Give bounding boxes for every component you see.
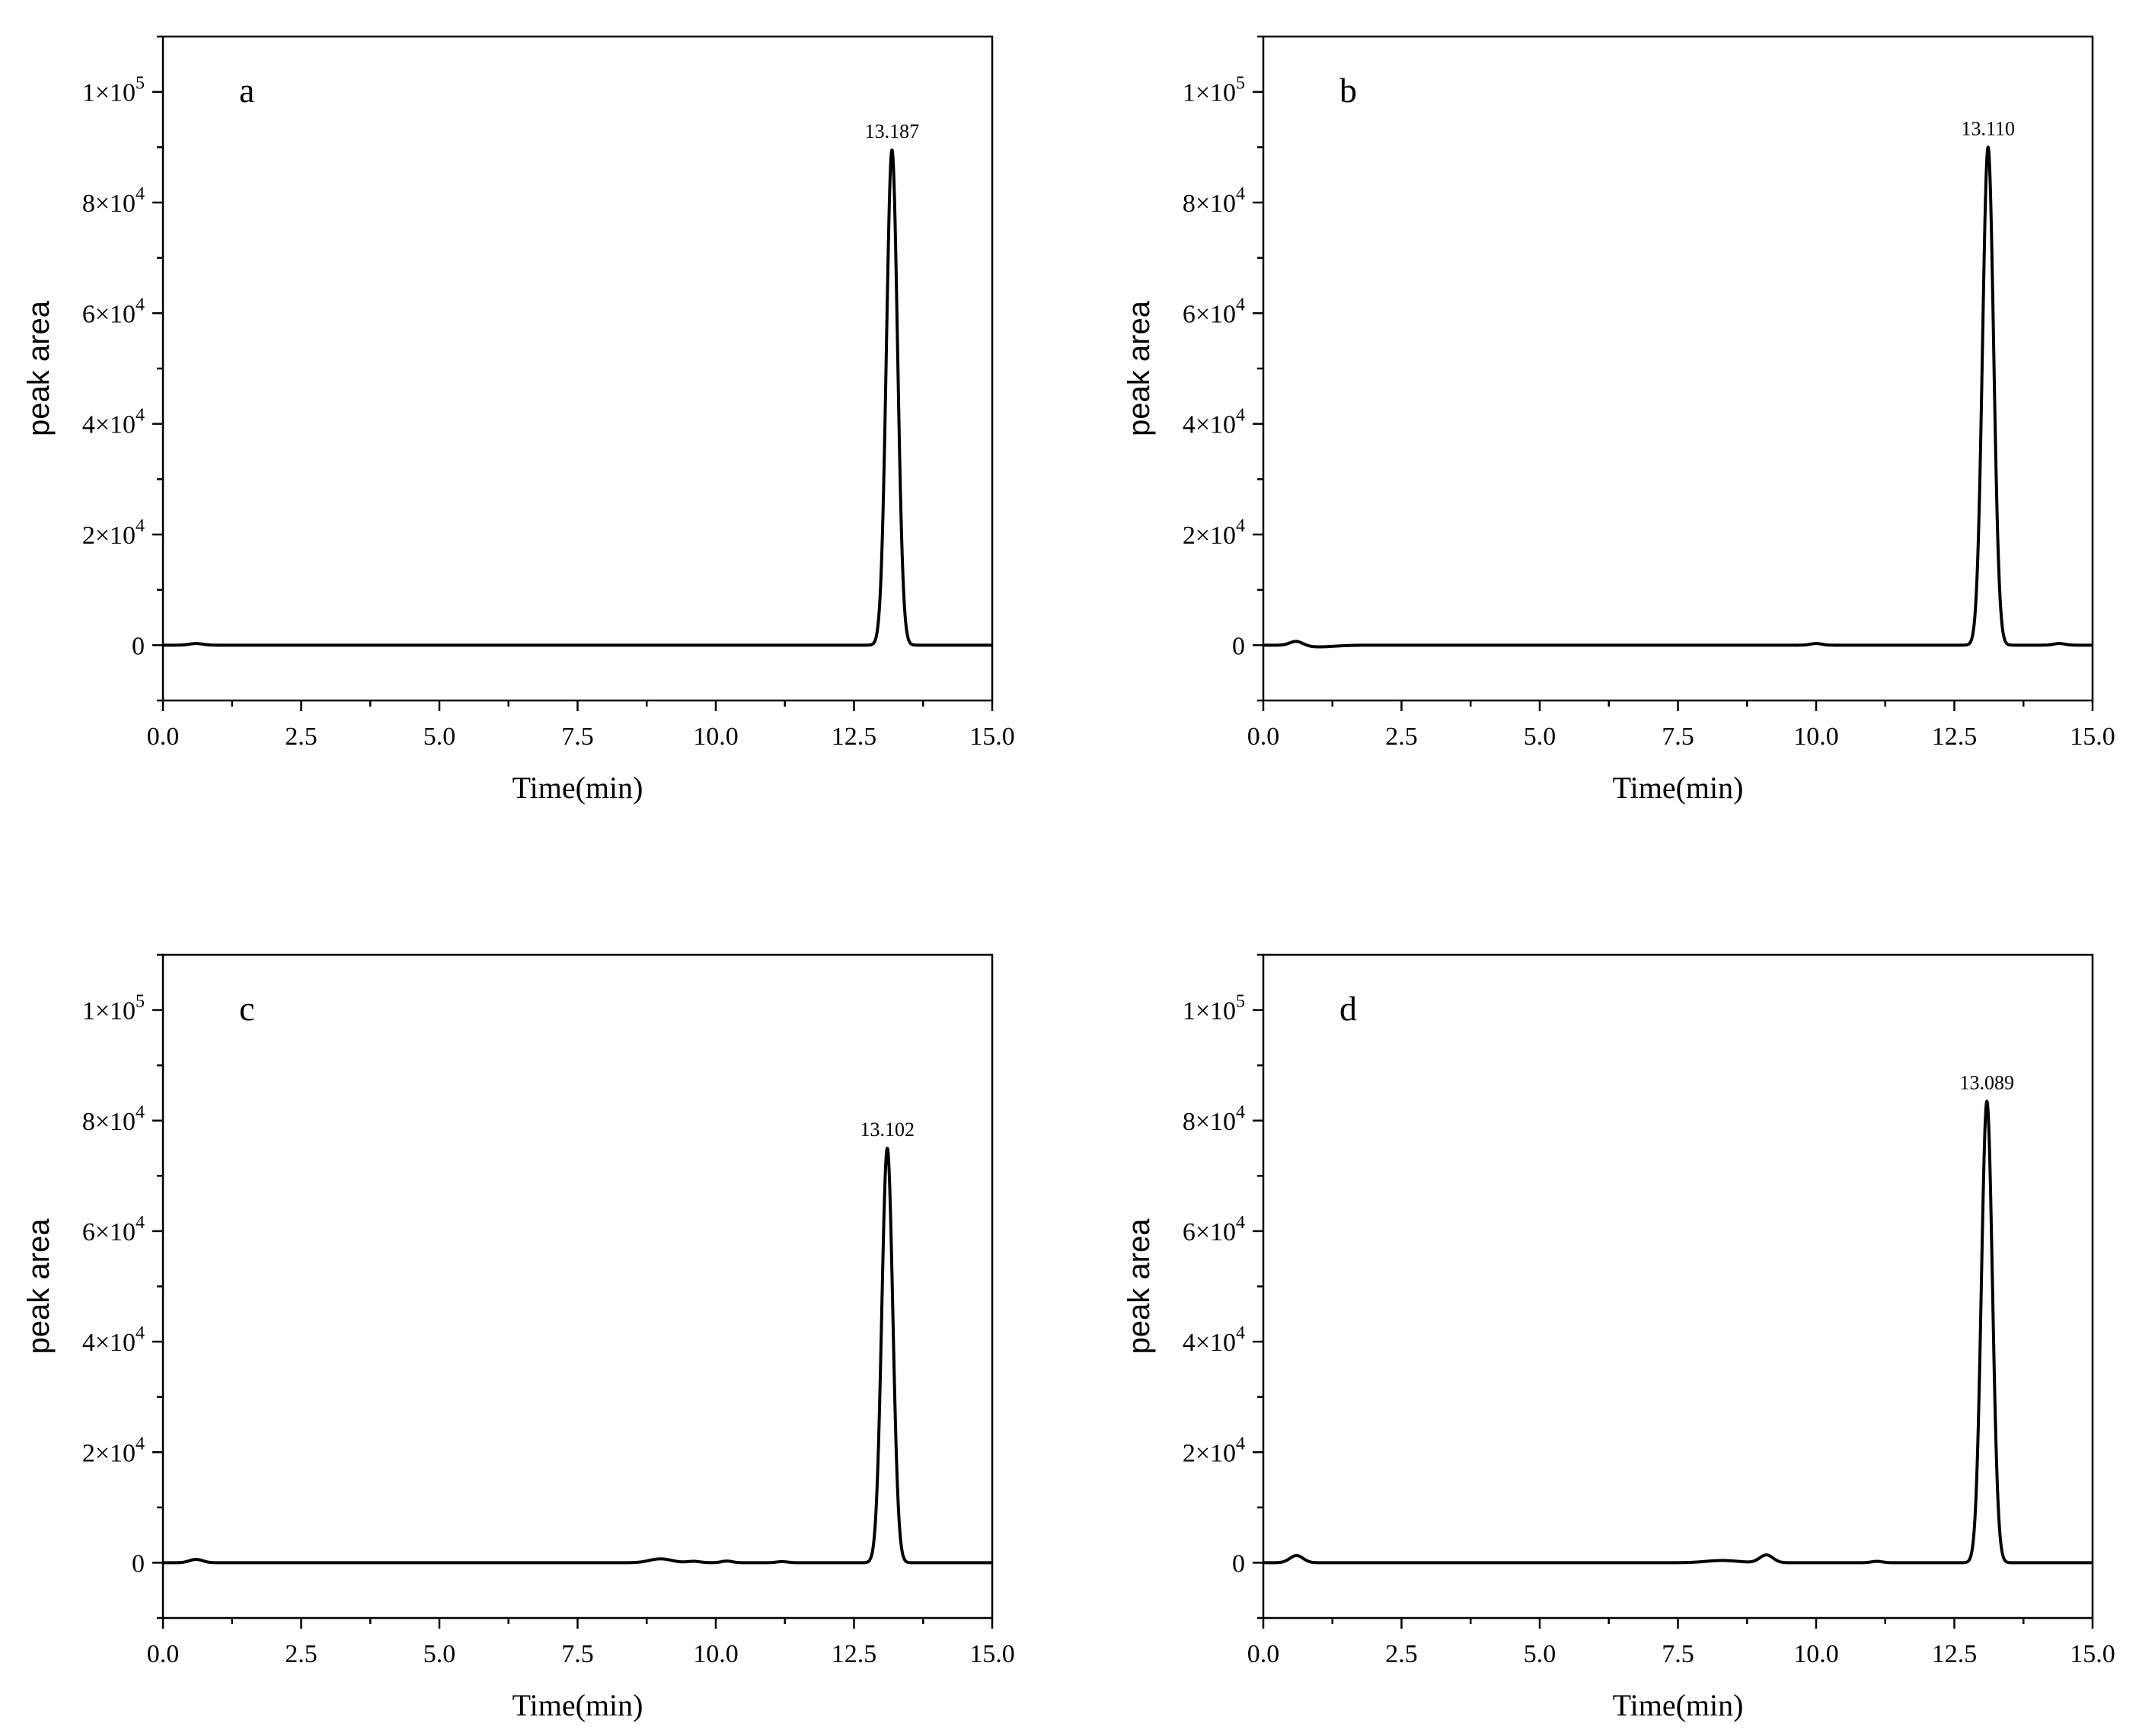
y-tick-label: 0	[1232, 632, 1245, 660]
x-tick-label: 15.0	[2070, 723, 2115, 751]
chromatogram-trace	[1262, 145, 2094, 649]
y-tick-label: 4×104	[82, 406, 145, 439]
x-tick-label: 2.5	[1385, 723, 1418, 751]
y-tick-label: 1×105	[1183, 992, 1245, 1026]
x-tick-label: 12.5	[1932, 1640, 1978, 1668]
x-tick-label: 7.5	[1662, 723, 1694, 751]
y-tick-label: 4×104	[1183, 406, 1245, 439]
x-tick-label: 2.5	[285, 723, 318, 751]
chart-panel-a: 0.0 2.5 5.0 7.5 10.0 12.5 15.0 0 2×104 4×104 6×104…	[22, 35, 1015, 805]
y-tick-label: 6×104	[1183, 1213, 1245, 1246]
chart-panel-b: 0.0 2.5 5.0 7.5 10.0 12.5 15.0 0 2×104 4×104 6×104…	[1122, 35, 2115, 805]
x-tick-label: 0.0	[1247, 1640, 1280, 1668]
peak-retention-label: 13.102	[860, 1119, 915, 1141]
y-tick-label: 0	[1232, 1549, 1245, 1578]
chart-panel-d: 0.0 2.5 5.0 7.5 10.0 12.5 15.0 0 2×104 4×104 6×104…	[1122, 953, 2115, 1722]
x-tick-label: 7.5	[561, 723, 594, 751]
x-tick-label: 5.0	[423, 1640, 456, 1668]
y-tick-label: 0	[132, 632, 145, 660]
chart-panel-c: 0.0 2.5 5.0 7.5 10.0 12.5 15.0 0 2×104 4×104 6×104…	[22, 953, 1015, 1722]
y-axis-title: peak area	[22, 300, 56, 436]
y-tick-label: 6×104	[1183, 295, 1245, 328]
peak-retention-label: 13.187	[865, 120, 920, 142]
x-tick-label: 0.0	[1247, 723, 1280, 751]
y-tick-label: 2×104	[82, 516, 145, 550]
x-tick-label: 12.5	[832, 1640, 877, 1668]
x-axis-title: Time(min)	[1613, 1688, 1744, 1722]
y-tick-label: 2×104	[1183, 516, 1245, 550]
y-tick-label: 6×104	[82, 295, 145, 328]
y-tick-label: 1×105	[1183, 74, 1245, 107]
panel-label: a	[239, 71, 254, 110]
y-tick-label: 0	[132, 1549, 145, 1578]
y-tick-label: 2×104	[1183, 1434, 1245, 1467]
x-tick-label: 12.5	[832, 723, 877, 751]
y-tick-label: 8×104	[82, 184, 145, 218]
x-tick-label: 12.5	[1932, 723, 1978, 751]
peak-retention-label: 13.089	[1960, 1071, 2015, 1093]
x-tick-label: 2.5	[1385, 1640, 1418, 1668]
x-tick-label: 10.0	[1793, 723, 1839, 751]
x-tick-label: 15.0	[969, 1640, 1015, 1668]
plot-frame	[1262, 953, 2094, 1620]
chromatogram-trace	[161, 1147, 994, 1565]
y-tick-label: 4×104	[82, 1323, 145, 1357]
chromatogram-trace	[1262, 1099, 2094, 1565]
y-tick-label: 8×104	[1183, 184, 1245, 218]
y-tick-label: 8×104	[82, 1103, 145, 1136]
panel-label: c	[239, 989, 254, 1028]
y-axis-title: peak area	[1122, 1218, 1156, 1355]
plot-frame	[161, 953, 994, 1620]
x-tick-label: 2.5	[285, 1640, 318, 1668]
x-axis-title: Time(min)	[512, 1688, 643, 1722]
x-tick-label: 0.0	[147, 1640, 180, 1668]
x-tick-label: 7.5	[1662, 1640, 1694, 1668]
x-tick-label: 5.0	[423, 723, 456, 751]
x-tick-label: 15.0	[969, 723, 1015, 751]
x-tick-label: 10.0	[693, 723, 739, 751]
x-axis-title: Time(min)	[512, 771, 643, 805]
y-tick-label: 1×105	[82, 992, 145, 1026]
y-tick-label: 4×104	[1183, 1323, 1245, 1357]
panel-label: d	[1339, 989, 1357, 1028]
y-tick-label: 1×105	[82, 74, 145, 107]
x-tick-label: 10.0	[693, 1640, 739, 1668]
chromatogram-trace	[161, 148, 994, 647]
y-tick-label: 2×104	[82, 1434, 145, 1467]
panel-label: b	[1339, 71, 1357, 110]
x-tick-label: 15.0	[2070, 1640, 2115, 1668]
y-axis-title: peak area	[22, 1218, 56, 1355]
y-tick-label: 8×104	[1183, 1103, 1245, 1136]
x-axis-title: Time(min)	[1613, 771, 1744, 805]
x-tick-label: 10.0	[1793, 1640, 1839, 1668]
x-tick-label: 0.0	[147, 723, 180, 751]
x-tick-label: 7.5	[561, 1640, 594, 1668]
x-tick-label: 5.0	[1524, 723, 1556, 751]
y-axis-title: peak area	[1122, 300, 1156, 436]
x-tick-label: 5.0	[1524, 1640, 1556, 1668]
peak-retention-label: 13.110	[1962, 117, 2016, 139]
y-tick-label: 6×104	[82, 1213, 145, 1246]
